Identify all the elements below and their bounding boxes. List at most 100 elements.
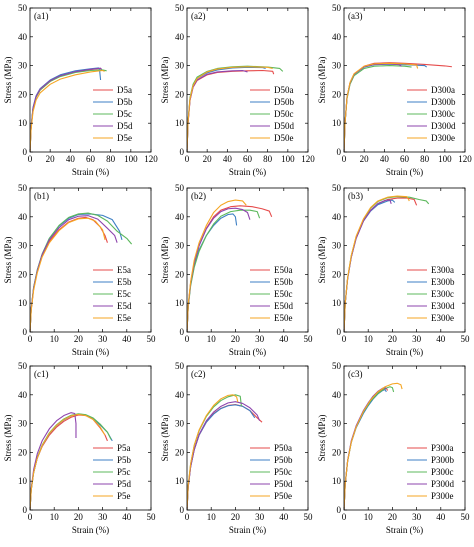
panel-label: (a3) xyxy=(348,11,363,21)
x-tick-label: 50 xyxy=(461,334,471,344)
y-tick-label: 40 xyxy=(175,212,185,222)
y-tick-label: 40 xyxy=(175,32,185,42)
series-line-D50e xyxy=(187,66,273,152)
legend-label-D5b: D5b xyxy=(117,97,133,107)
y-tick-label: 0 xyxy=(180,505,185,515)
x-tick-label: 0 xyxy=(342,334,347,344)
x-tick-label: 10 xyxy=(50,512,60,522)
x-tick-label: 30 xyxy=(98,512,108,522)
x-tick-label: 0 xyxy=(28,154,33,164)
y-tick-label: 30 xyxy=(332,419,342,429)
series-group xyxy=(30,67,107,152)
series-group xyxy=(30,412,113,510)
panel-label: (b1) xyxy=(34,191,49,201)
series-group xyxy=(187,65,284,152)
x-axis-label: Strain (%) xyxy=(72,167,109,177)
x-tick-label: 30 xyxy=(412,334,422,344)
legend-label-E50e: E50e xyxy=(274,313,293,323)
y-tick-label: 20 xyxy=(332,447,342,457)
legend-label-D300c: D300c xyxy=(431,109,455,119)
x-axis-label: Strain (%) xyxy=(72,525,109,535)
legend-label-D300b: D300b xyxy=(431,97,456,107)
panel-label: (a1) xyxy=(34,11,49,21)
x-axis-label: Strain (%) xyxy=(229,347,266,357)
y-tick-label: 20 xyxy=(332,269,342,279)
plot-frame xyxy=(343,365,466,511)
legend-label-E300e: E300e xyxy=(431,313,454,323)
y-tick-label: 30 xyxy=(175,419,185,429)
y-tick-label: 0 xyxy=(23,505,28,515)
legend-label-D5a: D5a xyxy=(117,85,132,95)
legend-label-P5e: P5e xyxy=(117,491,131,501)
series-line-D5e xyxy=(30,69,105,152)
y-tick-label: 30 xyxy=(18,241,28,251)
x-tick-label: 10 xyxy=(207,512,217,522)
legend-label-D5d: D5d xyxy=(117,121,133,131)
x-tick-label: 0 xyxy=(185,154,190,164)
y-tick-label: 0 xyxy=(337,505,342,515)
legend-label-E300a: E300a xyxy=(431,265,454,275)
x-tick-label: 60 xyxy=(243,154,253,164)
series-line-D300e xyxy=(344,62,419,152)
x-tick-label: 20 xyxy=(231,512,241,522)
y-tick-label: 10 xyxy=(18,298,28,308)
x-tick-label: 20 xyxy=(203,154,213,164)
plot-frame xyxy=(186,365,309,511)
y-tick-label: 10 xyxy=(175,118,185,128)
y-tick-label: 40 xyxy=(18,32,28,42)
y-tick-label: 0 xyxy=(337,327,342,337)
x-axis-label: Strain (%) xyxy=(386,167,423,177)
legend-label-E50d: E50d xyxy=(274,301,293,311)
x-tick-label: 40 xyxy=(223,154,233,164)
panel-label: (a2) xyxy=(191,11,206,21)
x-tick-label: 50 xyxy=(304,512,314,522)
y-tick-label: 20 xyxy=(332,89,342,99)
legend-label-P5d: P5d xyxy=(117,479,132,489)
x-tick-label: 40 xyxy=(122,334,132,344)
series-line-E50e xyxy=(187,199,247,332)
panel-label: (c3) xyxy=(348,369,363,379)
x-tick-label: 100 xyxy=(124,154,138,164)
x-tick-label: 20 xyxy=(74,334,84,344)
y-tick-label: 20 xyxy=(18,269,28,279)
y-axis-label: Stress (MPa) xyxy=(3,415,13,462)
legend-label-P300a: P300a xyxy=(431,443,454,453)
y-axis-label: Stress (MPa) xyxy=(3,57,13,104)
y-axis-label: Stress (MPa) xyxy=(160,57,170,104)
series-line-E300e xyxy=(344,195,410,332)
y-tick-label: 50 xyxy=(18,3,28,13)
chart-panel-b1: 0 10 20 30 40 50 0 10 20 30 40 50 Strain (%) Stress (… xyxy=(3,183,156,357)
legend-label-E50a: E50a xyxy=(274,265,293,275)
legend-label-P50c: P50c xyxy=(274,467,292,477)
x-tick-label: 30 xyxy=(98,334,108,344)
legend-label-D300e: D300e xyxy=(431,133,455,143)
x-tick-label: 50 xyxy=(461,512,471,522)
y-tick-label: 50 xyxy=(175,3,185,13)
chart-panel-a1: 0 20 40 60 80 100 120 0 10 20 30 40 50 Strain (%) Stre… xyxy=(3,3,158,177)
x-tick-label: 20 xyxy=(46,154,56,164)
series-group xyxy=(344,382,403,510)
x-tick-label: 100 xyxy=(438,154,452,164)
x-tick-label: 10 xyxy=(364,334,374,344)
series-line-P50e xyxy=(187,394,239,510)
x-tick-label: 120 xyxy=(144,154,158,164)
series-line-P50d xyxy=(187,401,261,510)
x-axis-label: Strain (%) xyxy=(386,525,423,535)
y-tick-label: 30 xyxy=(175,61,185,71)
x-tick-label: 30 xyxy=(412,512,422,522)
y-tick-label: 40 xyxy=(175,390,185,400)
y-tick-label: 30 xyxy=(332,61,342,71)
legend-label-D50c: D50c xyxy=(274,109,294,119)
legend-label-D300d: D300d xyxy=(431,121,456,131)
y-tick-label: 0 xyxy=(23,327,28,337)
x-tick-label: 0 xyxy=(342,154,347,164)
x-tick-label: 40 xyxy=(279,512,289,522)
series-line-P300e xyxy=(344,382,403,510)
y-tick-label: 10 xyxy=(332,118,342,128)
panel-label: (c1) xyxy=(34,369,49,379)
y-axis-label: Stress (MPa) xyxy=(160,237,170,284)
x-tick-label: 40 xyxy=(436,334,446,344)
legend-label-P5a: P5a xyxy=(117,443,131,453)
y-axis-label: Stress (MPa) xyxy=(3,237,13,284)
